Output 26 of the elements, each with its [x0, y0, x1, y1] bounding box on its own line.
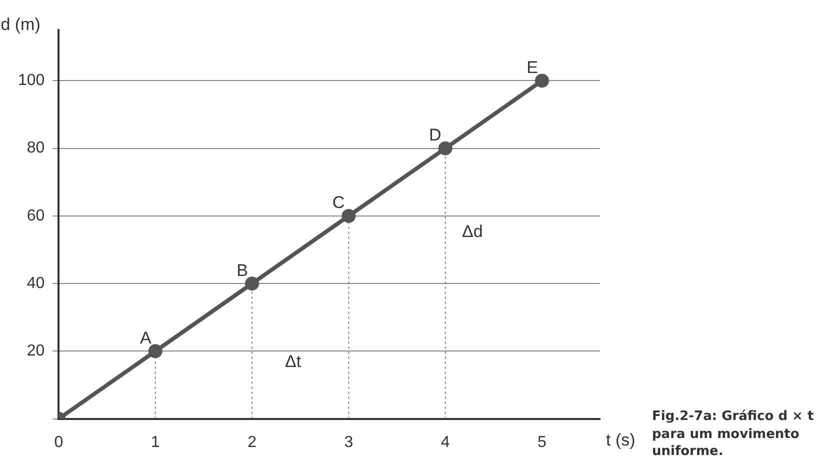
y-tick-label: 100: [18, 72, 45, 90]
x-tick-label: 4: [440, 434, 450, 451]
annotation: D: [429, 126, 442, 145]
x-axis-title: t (s): [606, 430, 636, 450]
y-tick-label: 20: [26, 342, 45, 360]
x-tick-label: 2: [248, 434, 257, 451]
annotation: Δt: [285, 352, 302, 372]
annotation: C: [332, 193, 345, 212]
x-tick-label: 3: [344, 434, 354, 451]
x-tick-label: 1: [150, 434, 160, 451]
annotation: B: [236, 260, 248, 280]
y-tick-label: 40: [26, 274, 45, 292]
y-tick-label: 60: [26, 207, 45, 224]
annotation: A: [140, 328, 152, 348]
point: [342, 208, 356, 223]
point: [535, 74, 550, 88]
annotation: E: [526, 58, 538, 77]
x-tick-label: 0: [54, 434, 64, 451]
point: [148, 344, 162, 358]
y-tick-label: 80: [26, 140, 45, 157]
point: [245, 276, 260, 291]
point: [438, 141, 452, 156]
caption: Fig.2-7a: Gráfico d × t para um movimento uniforme.: [652, 408, 815, 461]
x-tick-label: 5: [538, 434, 547, 451]
annotation: Δd: [462, 222, 483, 242]
y-axis-title: d (m): [0, 15, 40, 34]
